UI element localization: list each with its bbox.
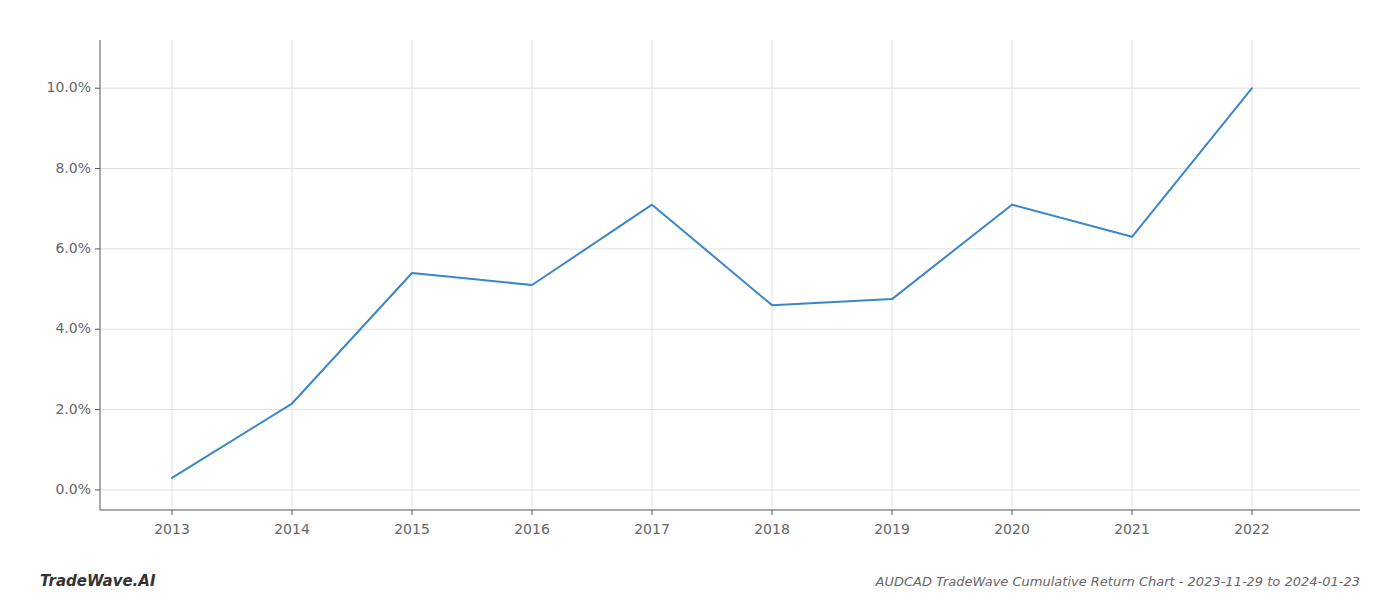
y-tick-label: 8.0% xyxy=(55,160,91,176)
y-tick xyxy=(95,489,100,490)
x-tick-label: 2016 xyxy=(514,521,550,537)
grid-line-x xyxy=(532,40,533,510)
y-tick-label: 10.0% xyxy=(47,79,91,95)
y-tick xyxy=(95,409,100,410)
grid-line-x xyxy=(772,40,773,510)
line-series xyxy=(172,88,1252,478)
y-tick xyxy=(95,248,100,249)
y-tick-label: 4.0% xyxy=(55,320,91,336)
x-axis-line xyxy=(100,510,1360,511)
x-tick-label: 2014 xyxy=(274,521,310,537)
x-tick xyxy=(532,510,533,515)
grid-line-y xyxy=(100,168,1360,169)
grid-line-x xyxy=(292,40,293,510)
y-tick-label: 6.0% xyxy=(55,240,91,256)
plot-area xyxy=(172,88,1252,478)
x-tick xyxy=(892,510,893,515)
x-tick-label: 2015 xyxy=(394,521,430,537)
y-tick xyxy=(95,168,100,169)
x-tick xyxy=(172,510,173,515)
x-tick xyxy=(1252,510,1253,515)
y-tick xyxy=(95,329,100,330)
grid-line-x xyxy=(172,40,173,510)
x-tick xyxy=(412,510,413,515)
x-tick-label: 2018 xyxy=(754,521,790,537)
grid-line-y xyxy=(100,88,1360,89)
grid-line-x xyxy=(412,40,413,510)
grid-line-y xyxy=(100,409,1360,410)
x-tick xyxy=(1012,510,1013,515)
grid xyxy=(100,40,1360,510)
x-tick xyxy=(292,510,293,515)
grid-line-x xyxy=(1252,40,1253,510)
x-tick xyxy=(1132,510,1133,515)
grid-line-x xyxy=(892,40,893,510)
y-tick xyxy=(95,88,100,89)
x-tick-label: 2013 xyxy=(154,521,190,537)
axes: 0.0% 2.0% 4.0% 6.0% 8.0% 10.0% 2013 2014 2015 201… xyxy=(47,40,1360,537)
grid-line-x xyxy=(1132,40,1133,510)
x-tick xyxy=(652,510,653,515)
x-tick-label: 2022 xyxy=(1234,521,1270,537)
grid-line-y xyxy=(100,248,1360,249)
y-tick-label: 2.0% xyxy=(55,401,91,417)
watermark: TradeWave.AI xyxy=(40,572,156,590)
x-tick-label: 2020 xyxy=(994,521,1030,537)
x-tick-label: 2017 xyxy=(634,521,670,537)
title: AUDCAD TradeWave Cumulative Return Chart… xyxy=(875,574,1360,589)
chart: 0.0% 2.0% 4.0% 6.0% 8.0% 10.0% 2013 2014 2015 201… xyxy=(0,0,1400,600)
grid-line-y xyxy=(100,329,1360,330)
x-tick xyxy=(772,510,773,515)
grid-line-x xyxy=(1012,40,1013,510)
grid-line-x xyxy=(652,40,653,510)
y-tick-label: 0.0% xyxy=(55,481,91,497)
grid-line-y xyxy=(100,489,1360,490)
x-tick-label: 2021 xyxy=(1114,521,1150,537)
y-axis-line xyxy=(100,40,101,510)
x-tick-label: 2019 xyxy=(874,521,910,537)
